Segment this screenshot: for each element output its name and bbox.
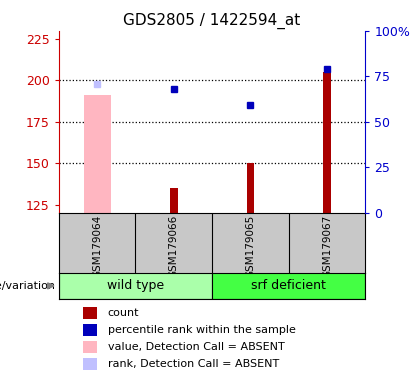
Text: count: count (108, 308, 139, 318)
Text: value, Detection Call = ABSENT: value, Detection Call = ABSENT (108, 342, 285, 352)
Text: rank, Detection Call = ABSENT: rank, Detection Call = ABSENT (108, 359, 279, 369)
Text: percentile rank within the sample: percentile rank within the sample (108, 325, 296, 335)
Text: wild type: wild type (107, 280, 164, 292)
Bar (323, 72, 331, 213)
Text: GSM179066: GSM179066 (169, 215, 179, 278)
Text: GSM179067: GSM179067 (322, 215, 332, 278)
Bar (170, 188, 178, 213)
Bar (212, 273, 365, 299)
Bar (83, 341, 97, 353)
Text: genotype/variation: genotype/variation (0, 281, 55, 291)
Title: GDS2805 / 1422594_at: GDS2805 / 1422594_at (123, 13, 301, 29)
Bar (84, 95, 110, 213)
Bar (83, 324, 97, 336)
Text: GSM179064: GSM179064 (92, 215, 102, 278)
Bar (83, 358, 97, 370)
Text: srf deficient: srf deficient (251, 280, 326, 292)
Bar (59, 273, 212, 299)
Bar (83, 307, 97, 319)
Bar (247, 163, 254, 213)
Text: GSM179065: GSM179065 (245, 215, 255, 278)
